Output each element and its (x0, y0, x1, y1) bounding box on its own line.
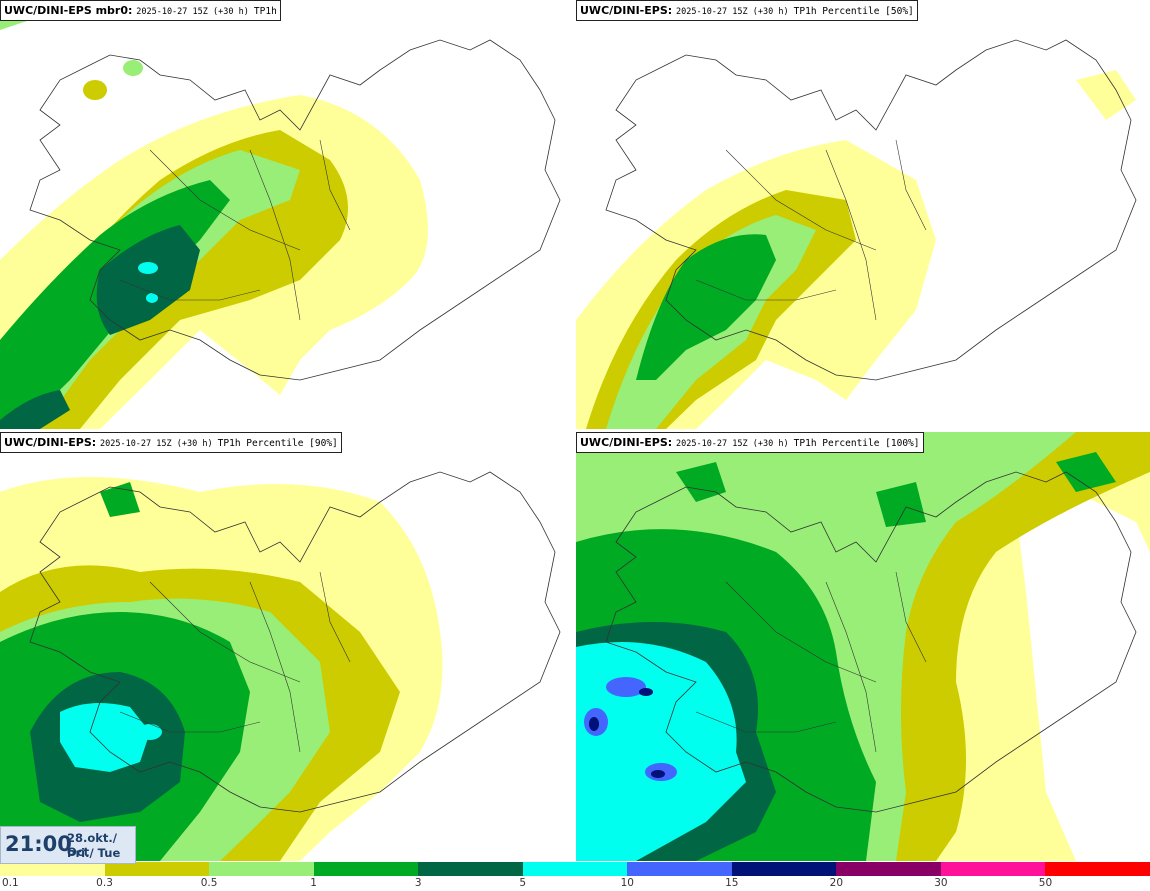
valid-time-box: 21:00 28.okt./ Oct Þri./ Tue (0, 826, 136, 864)
panel-title: UWC/DINI-EPS: 2025-10-27 15Z (+30 h) TP1… (0, 432, 342, 453)
legend-tick-label: 0.5 (200, 877, 218, 889)
panel-title: UWC/DINI-EPS mbr0: 2025-10-27 15Z (+30 h… (0, 0, 281, 21)
legend-swatch (104, 862, 210, 876)
legend-tick-label: 10 (620, 877, 634, 889)
legend-tick-label: 0.3 (96, 877, 113, 889)
map-panel-p50[interactable]: UWC/DINI-EPS: 2025-10-27 15Z (+30 h) TP1… (576, 0, 1150, 429)
precip-map-p50 (576, 39, 1137, 429)
run-time: 2025-10-27 15Z (+30 h) (675, 7, 789, 17)
valid-clock: 21:00 (5, 832, 72, 856)
model-name: UWC/DINI-EPS mbr0 (4, 4, 128, 17)
valid-weekday: Þri./ Tue (67, 846, 121, 860)
legend-tick-label: 0.1 (2, 877, 19, 889)
legend-tick-label: 20 (829, 877, 844, 889)
legend-tick-label: 50 (1038, 877, 1053, 889)
variable-name: TP1h (253, 6, 277, 17)
legend-swatch (836, 862, 942, 876)
legend-swatch (313, 862, 419, 876)
map-panel-member0[interactable]: UWC/DINI-EPS mbr0: 2025-10-27 15Z (+30 h… (0, 0, 574, 429)
legend-swatch (209, 862, 315, 876)
model-name: UWC/DINI-EPS (580, 4, 668, 17)
variable-name: TP1h Percentile [100%] (793, 438, 920, 449)
variable-name: TP1h Percentile [50%] (793, 6, 914, 17)
legend-swatch (1045, 862, 1150, 876)
color-legend: 0.1 0.3 0.5 1 3 5 10 15 20 30 50 (0, 862, 1150, 891)
run-time: 2025-10-27 15Z (+30 h) (99, 439, 213, 449)
legend-tick-label: 15 (725, 877, 739, 889)
precip-map-p90 (0, 471, 561, 861)
legend-tick-label: 3 (414, 877, 422, 889)
run-time: 2025-10-27 15Z (+30 h) (136, 7, 249, 17)
model-name: UWC/DINI-EPS (4, 436, 92, 449)
legend-swatch (940, 862, 1046, 876)
legend-swatch (418, 862, 524, 876)
map-panel-p100[interactable]: UWC/DINI-EPS: 2025-10-27 15Z (+30 h) TP1… (576, 432, 1150, 861)
precip-map-p100 (576, 432, 1150, 861)
panel-title: UWC/DINI-EPS: 2025-10-27 15Z (+30 h) TP1… (576, 0, 918, 21)
legend-tick-label: 30 (934, 877, 948, 889)
variable-name: TP1h Percentile [90%] (217, 438, 338, 449)
model-name: UWC/DINI-EPS (580, 436, 668, 449)
legend-swatch (0, 862, 106, 876)
run-time: 2025-10-27 15Z (+30 h) (675, 439, 789, 449)
legend-swatch (731, 862, 837, 876)
valid-date: 28.okt./ Oct (67, 831, 117, 859)
map-panel-p90[interactable]: UWC/DINI-EPS: 2025-10-27 15Z (+30 h) TP1… (0, 432, 574, 861)
legend-swatch (627, 862, 733, 876)
legend-tick-label: 1 (310, 877, 317, 889)
legend-swatch (522, 862, 628, 876)
precip-map-member0 (0, 12, 561, 429)
legend-tick-label: 5 (519, 877, 527, 889)
panel-title: UWC/DINI-EPS: 2025-10-27 15Z (+30 h) TP1… (576, 432, 924, 453)
